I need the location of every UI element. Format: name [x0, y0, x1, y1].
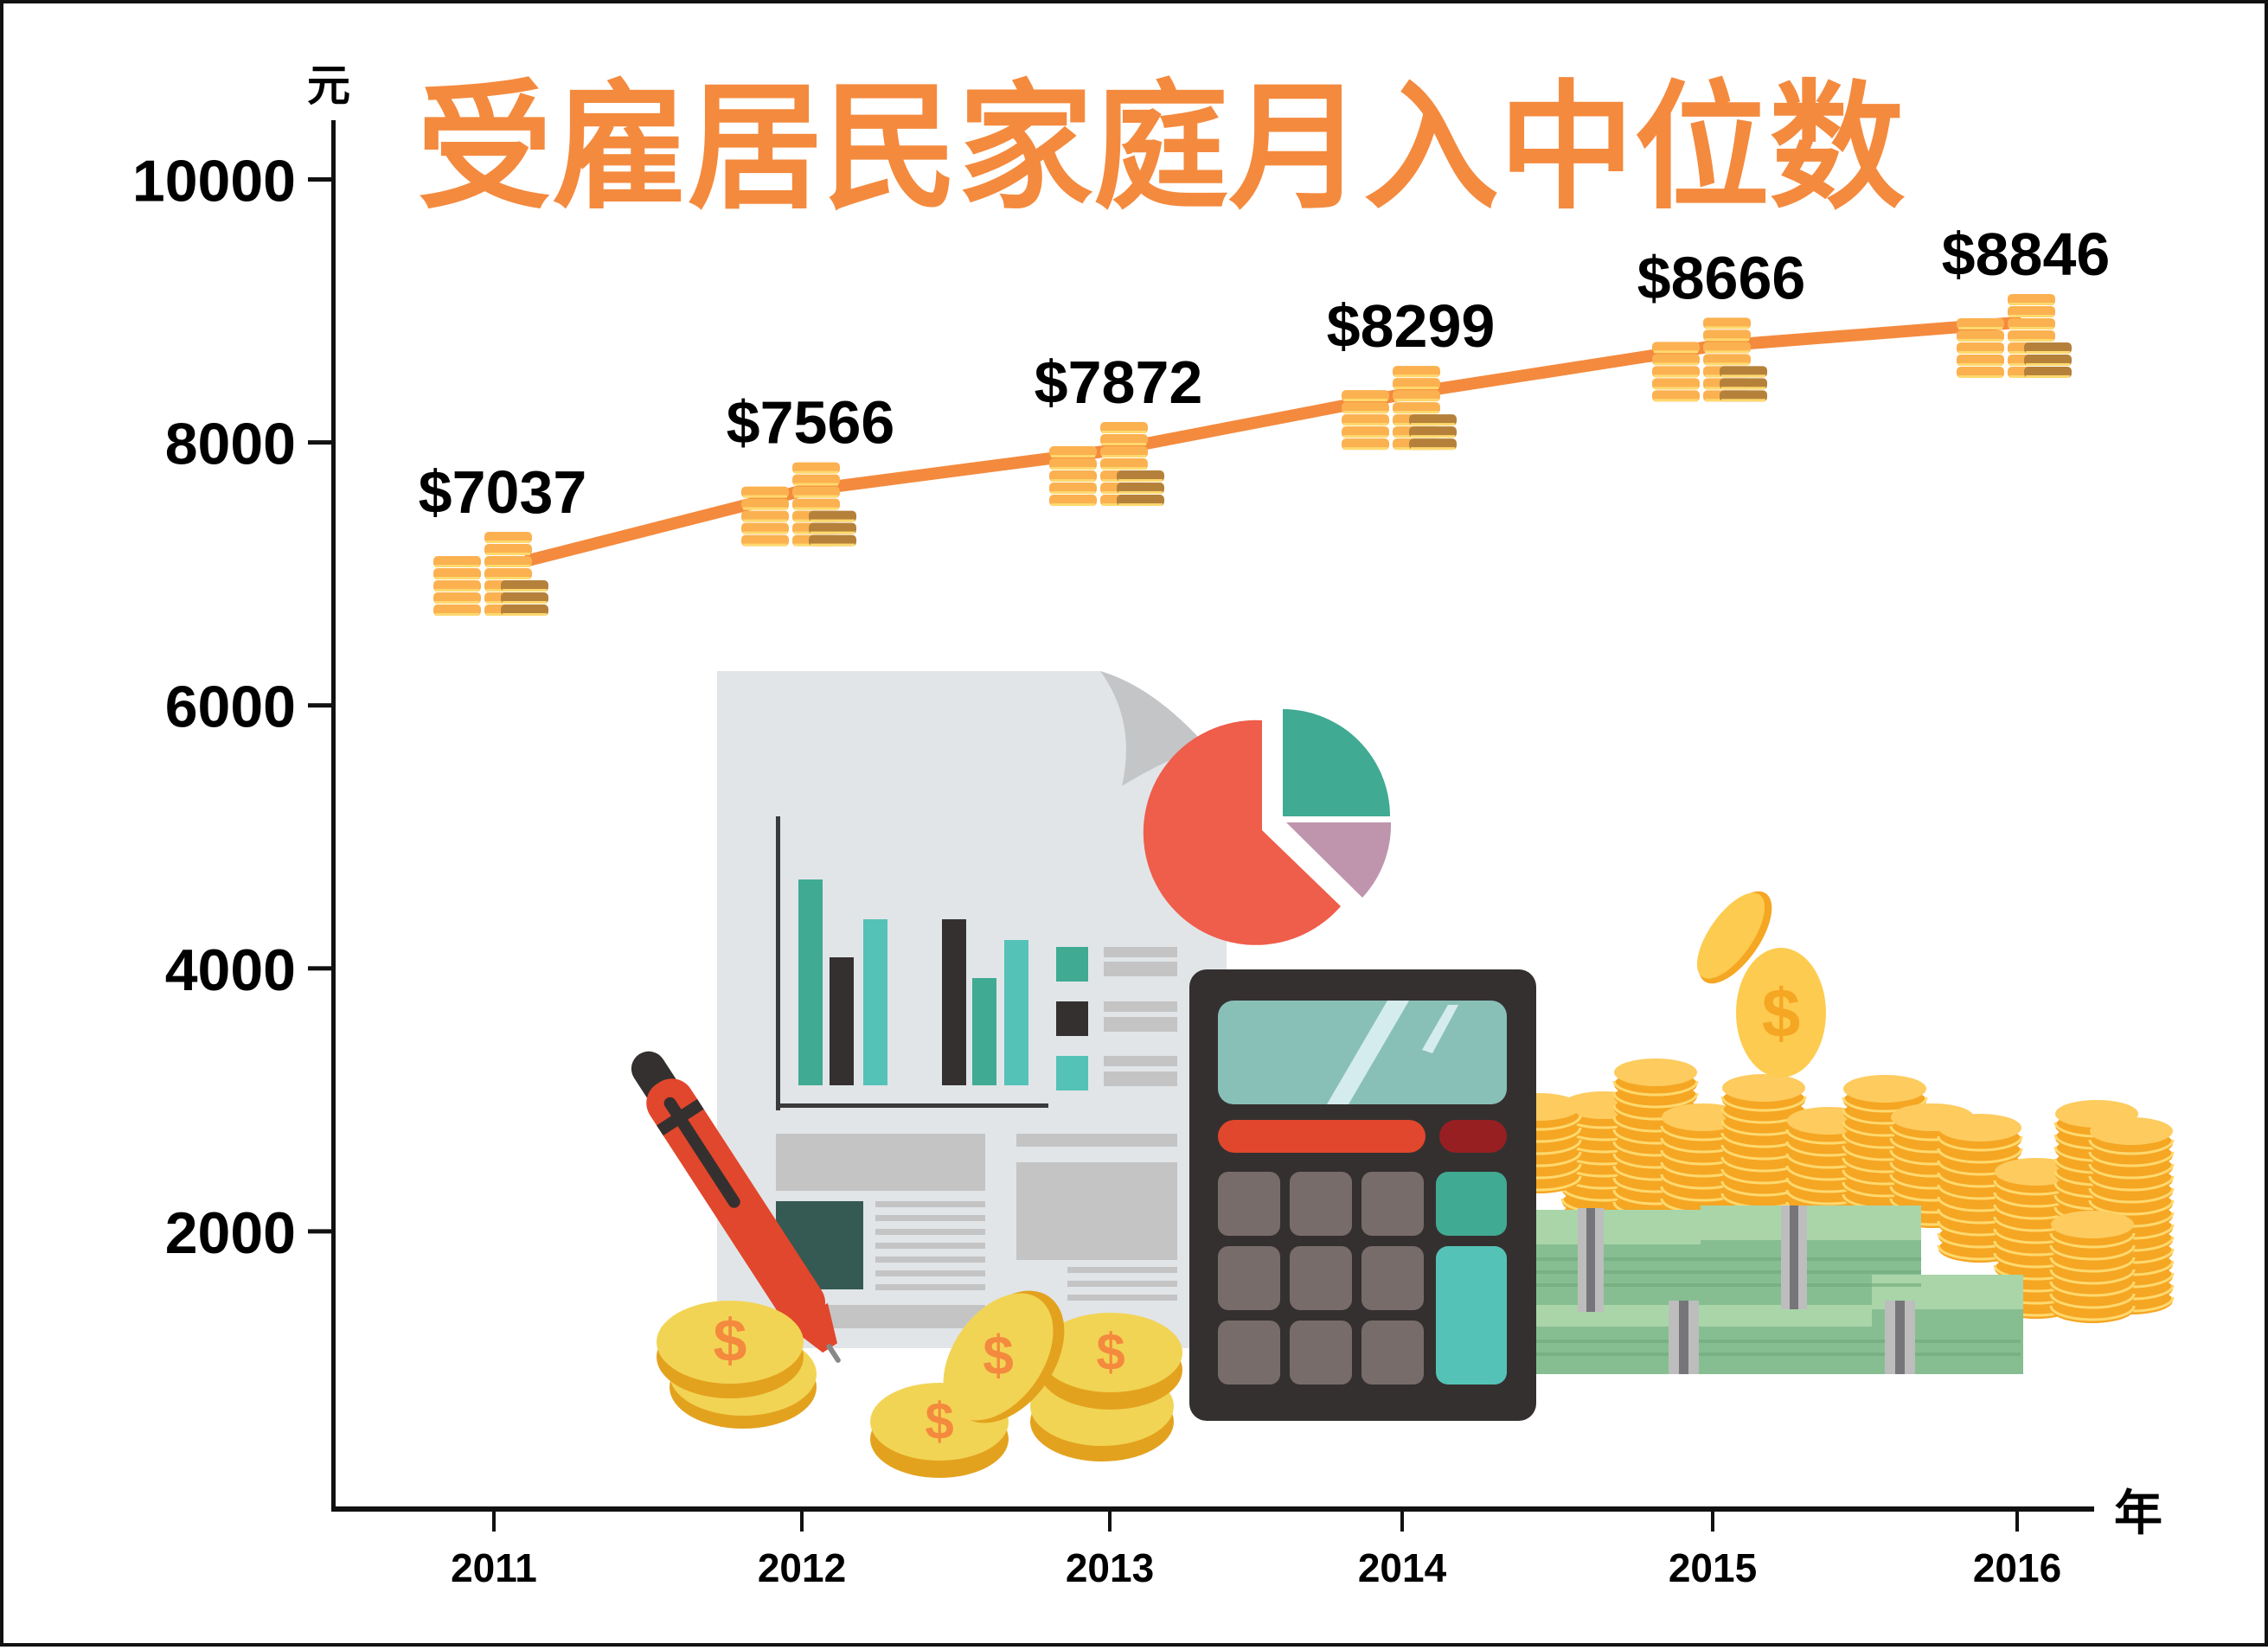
- coin-pile-icon: $ $ $ $: [657, 1290, 1182, 1478]
- x-tick-label: 2014: [1358, 1545, 1447, 1590]
- data-value-label: $8299: [1327, 292, 1496, 360]
- y-tick-label: 8000: [165, 412, 296, 477]
- x-tick-label: 2012: [758, 1545, 846, 1590]
- data-value-label: $7566: [727, 389, 895, 457]
- illustration: $ $ $ $: [631, 671, 2175, 1478]
- data-value-labels: $7037 $7566 $7872 $8299 $8666 $8846: [419, 221, 2111, 526]
- coin-heap-icon: [1496, 1058, 2175, 1323]
- coin-stack-icon: [1342, 366, 1457, 451]
- data-value-label: $8666: [1637, 244, 1806, 311]
- coin-stack-icon: [1652, 317, 1767, 402]
- svg-text:$: $: [714, 1307, 747, 1374]
- x-tick-label: 2013: [1066, 1545, 1154, 1590]
- coin-stack-icon: [741, 462, 856, 547]
- y-axis: 2000 4000 6000 8000 10000 元: [132, 61, 350, 1511]
- x-axis-unit-label: 年: [2114, 1486, 2162, 1542]
- coin-stack-icon: [433, 532, 548, 617]
- pen-icon: [631, 1051, 841, 1363]
- falling-coin-icon: $: [1696, 891, 1826, 1078]
- svg-text:$: $: [983, 1324, 1014, 1386]
- y-tick-label: 6000: [165, 675, 296, 740]
- coin-stack-icon: [1957, 293, 2072, 378]
- report-document-icon: [717, 671, 1227, 1348]
- x-tick-label: 2011: [451, 1545, 537, 1590]
- svg-text:$: $: [1762, 975, 1801, 1052]
- data-value-label: $8846: [1942, 221, 2111, 288]
- y-tick-label: 4000: [165, 937, 296, 1003]
- y-tick-label: 10000: [132, 149, 296, 214]
- pie-chart-icon: [1143, 709, 1392, 945]
- svg-text:$: $: [1096, 1323, 1124, 1381]
- banknote-bundles-icon: [1536, 1206, 2023, 1374]
- y-axis-unit-label: 元: [307, 61, 350, 111]
- x-tick-label: 2015: [1669, 1545, 1757, 1590]
- data-value-label: $7872: [1035, 349, 1203, 416]
- chart-title: 受雇居民家庭月入中位数: [417, 67, 1905, 228]
- coin-stack-icon: [1049, 422, 1164, 507]
- x-axis: 2011 2012 2013 2014 2015 2016 年: [331, 1486, 2162, 1590]
- x-tick-label: 2016: [1973, 1545, 2061, 1590]
- data-value-label: $7037: [419, 458, 587, 526]
- y-tick-label: 2000: [165, 1200, 296, 1266]
- calculator-icon: [1189, 969, 1536, 1421]
- coin-stack-markers: [433, 293, 2072, 617]
